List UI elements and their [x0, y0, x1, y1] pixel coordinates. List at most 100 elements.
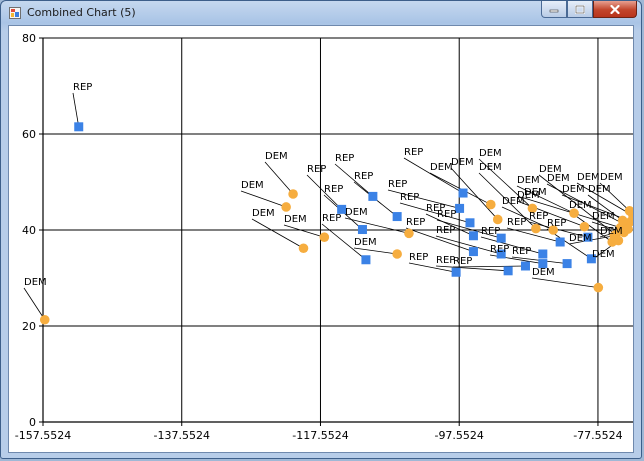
point-label: DEM — [532, 267, 555, 278]
point-label: REP — [307, 164, 326, 175]
label-leader-line — [408, 262, 457, 273]
label-leader-line — [321, 223, 367, 261]
dem-point — [579, 221, 590, 232]
dem-point — [39, 314, 50, 325]
label-leader-line — [344, 217, 410, 234]
x-tick-label: -77.5524 — [573, 429, 622, 442]
label-leader-line — [452, 265, 526, 268]
point-labels: REPREPREPREPREPREPREPREPREPREPREPREPREPR… — [24, 82, 623, 288]
y-tick-label: 80 — [22, 32, 36, 45]
label-leader-line — [501, 206, 554, 231]
point-label: DEM — [430, 162, 453, 173]
label-leader-line — [506, 227, 561, 243]
dem-point — [288, 189, 298, 199]
y-tick-label: 20 — [22, 320, 36, 333]
point-label: DEM — [562, 184, 585, 195]
point-label: DEM — [354, 237, 377, 248]
label-leader-line — [405, 227, 474, 252]
point-label: DEM — [577, 172, 600, 183]
window-title: Combined Chart (5) — [27, 6, 136, 19]
rep-point — [455, 203, 465, 213]
point-label: DEM — [569, 200, 592, 211]
label-leader-line — [387, 189, 460, 209]
point-label: REP — [453, 256, 472, 267]
label-leader-line — [399, 202, 471, 224]
close-button[interactable] — [593, 1, 637, 18]
rep-point — [368, 191, 378, 201]
point-label: DEM — [517, 190, 540, 201]
rep-point — [468, 247, 478, 257]
rep-point — [562, 259, 572, 269]
maximize-button[interactable] — [567, 1, 593, 18]
dem-point — [531, 223, 541, 234]
label-leader-line — [334, 163, 374, 197]
app-icon — [9, 7, 21, 19]
rep-point — [496, 249, 506, 259]
label-leaders — [23, 92, 633, 320]
minimize-button[interactable] — [541, 1, 567, 18]
point-label: DEM — [284, 214, 307, 225]
dem-point — [392, 249, 402, 259]
point-label: DEM — [265, 151, 288, 162]
point-label: DEM — [502, 196, 525, 207]
point-label: REP — [409, 252, 428, 263]
dem-point — [492, 214, 503, 225]
point-label: REP — [529, 211, 548, 222]
label-leader-line — [72, 92, 80, 127]
point-label: REP — [354, 171, 373, 182]
label-leader-line — [599, 182, 630, 212]
dem-point — [548, 225, 559, 235]
point-label: DEM — [345, 207, 368, 218]
title-bar[interactable]: Combined Chart (5) — [1, 1, 641, 25]
label-leader-line — [306, 174, 342, 210]
point-label: REP — [404, 147, 423, 158]
label-leader-line — [283, 224, 325, 238]
dem-point — [281, 202, 291, 212]
label-leader-line — [576, 182, 633, 216]
rep-point — [451, 267, 461, 277]
point-label: DEM — [524, 187, 547, 198]
point-label: DEM — [479, 162, 502, 173]
point-label: REP — [324, 184, 343, 195]
point-label: DEM — [547, 173, 570, 184]
point-label: DEM — [451, 157, 474, 168]
x-tick-label: -157.5524 — [15, 429, 71, 442]
dem-point — [485, 199, 496, 210]
dem-point — [569, 208, 579, 218]
rep-point — [458, 188, 468, 198]
point-label: REP — [322, 213, 341, 224]
dem-point — [404, 228, 414, 239]
label-leader-line — [435, 265, 509, 272]
scatter-chart: 0 20 40 60 80 -157.5524 -137.5524 -117.5524 -97.… — [15, 32, 633, 442]
rep-point — [361, 255, 371, 265]
close-icon — [610, 4, 620, 14]
label-leader-line — [23, 287, 46, 320]
label-leader-line — [240, 190, 287, 208]
dem-point — [613, 235, 624, 246]
point-label: DEM — [517, 175, 540, 186]
label-leader-line — [435, 235, 502, 255]
point-label: REP — [400, 192, 419, 203]
data-points — [39, 122, 633, 325]
dem-point — [527, 203, 538, 214]
label-leader-line — [480, 236, 543, 255]
point-label: REP — [481, 226, 500, 237]
point-label: REP — [406, 217, 425, 228]
rep-point — [538, 249, 548, 259]
axes — [39, 37, 633, 426]
rep-point — [583, 232, 593, 242]
chart-area: 0 20 40 60 80 -157.5524 -137.5524 -117.5524 -97.… — [8, 25, 634, 453]
y-tick-label: 40 — [22, 224, 36, 237]
label-leader-line — [538, 174, 616, 236]
rep-point — [468, 231, 478, 241]
point-label: REP — [547, 218, 566, 229]
label-leader-line — [251, 218, 304, 249]
point-label: DEM — [539, 164, 562, 175]
dem-point — [617, 215, 628, 226]
x-tick-label: -117.5524 — [292, 429, 348, 442]
point-label: REP — [73, 82, 92, 93]
label-leader-line — [450, 167, 499, 220]
point-label: REP — [335, 153, 354, 164]
label-leader-line — [587, 194, 623, 221]
